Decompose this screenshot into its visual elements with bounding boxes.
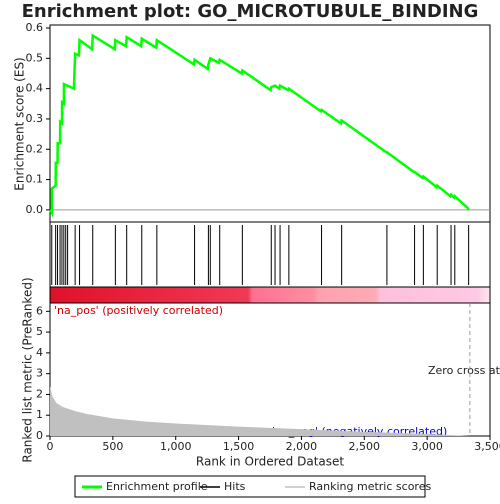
x-axis-label: Rank in Ordered Dataset	[196, 455, 344, 469]
y2-tick-label: 4	[36, 346, 43, 359]
x-tick-label: 3,500	[474, 440, 500, 453]
x-tick-label: 2,000	[286, 440, 318, 453]
y2-tick-label: 3	[36, 367, 43, 380]
enrichment-profile	[48, 33, 470, 218]
x-tick-label: 1,500	[223, 440, 255, 453]
ranking-metric-area	[50, 386, 470, 436]
legend-label: Hits	[224, 480, 246, 493]
y2-tick-label: 0	[36, 429, 43, 442]
metric-axis-label: Ranked list metric (PreRanked)	[21, 277, 35, 462]
legend-label: Ranking metric scores	[309, 480, 431, 493]
rank-color-bar	[50, 287, 490, 303]
y2-tick-label: 2	[36, 387, 43, 400]
legend-label: Enrichment profile	[106, 480, 208, 493]
chart-title: Enrichment plot: GO_MICROTUBULE_BINDING	[22, 1, 479, 22]
y2-tick-label: 1	[36, 408, 43, 421]
y2-tick-label: 5	[36, 325, 43, 338]
y-tick-label: 0.0	[26, 203, 44, 216]
y-tick-label: 0.6	[26, 21, 44, 34]
x-tick-label: 3,000	[411, 440, 443, 453]
legend	[74, 475, 426, 498]
x-tick-label: 500	[102, 440, 123, 453]
y2-tick-label: 6	[36, 304, 43, 317]
y-tick-label: 0.3	[26, 112, 44, 125]
x-tick-label: 0	[47, 440, 54, 453]
y-tick-label: 0.2	[26, 142, 44, 155]
y-tick-label: 0.5	[26, 51, 44, 64]
y-tick-label: 0.4	[26, 82, 44, 95]
plot-frame	[49, 24, 491, 437]
zero-cross-label: Zero cross at 3	[428, 364, 500, 377]
y-tick-label: 0.1	[26, 173, 44, 186]
es-axis-label: Enrichment score (ES)	[13, 57, 27, 190]
pos-label: 'na_pos' (positively correlated)	[54, 304, 223, 317]
x-tick-label: 2,500	[349, 440, 381, 453]
x-tick-label: 1,000	[160, 440, 192, 453]
